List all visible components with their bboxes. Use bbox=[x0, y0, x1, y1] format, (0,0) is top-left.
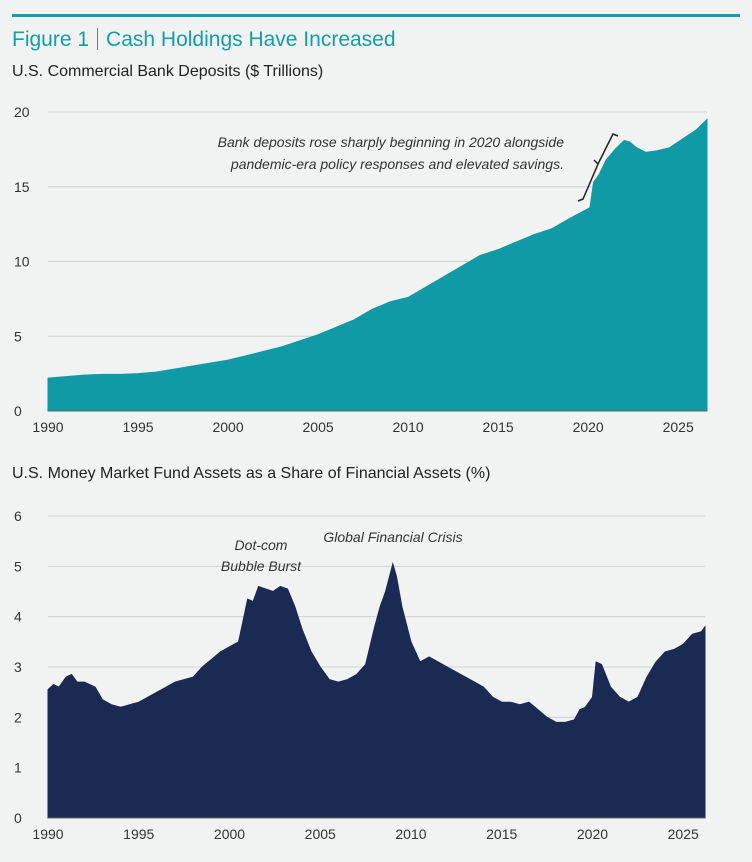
mmf-ytick-label: 6 bbox=[14, 508, 22, 524]
deposits-annotation-bracket bbox=[577, 133, 619, 202]
mmf-xtick-label: 1995 bbox=[123, 826, 154, 842]
deposits-annotation-line: Bank deposits rose sharply beginning in … bbox=[218, 134, 565, 150]
mmf-ytick-label: 0 bbox=[14, 810, 22, 826]
deposits-ytick-label: 5 bbox=[14, 328, 22, 344]
mmf-annotation-dotcom-line: Bubble Burst bbox=[221, 558, 302, 574]
mmf-annotation-dotcom-line: Dot-com bbox=[235, 537, 288, 553]
mmf-xtick-label: 2010 bbox=[395, 826, 426, 842]
figure-title-text: Cash Holdings Have Increased bbox=[106, 28, 396, 51]
deposits-chart: 0 5 10 15 20 1990 1995 2000 2005 2010 2015 2020 2025… bbox=[14, 104, 708, 435]
deposits-annotation-line: pandemic-era policy responses and elevat… bbox=[230, 156, 564, 172]
mmf-ytick-label: 2 bbox=[14, 709, 22, 725]
mmf-ytick-label: 5 bbox=[14, 558, 22, 574]
deposits-xtick-label: 2010 bbox=[393, 419, 424, 435]
mmf-ytick-label: 3 bbox=[14, 659, 22, 675]
deposits-xtick-label: 2020 bbox=[573, 419, 604, 435]
deposits-ytick-label: 15 bbox=[14, 179, 30, 195]
mmf-series-area bbox=[47, 561, 706, 819]
mmf-ytick-label: 1 bbox=[14, 760, 22, 776]
deposits-ytick-label: 0 bbox=[14, 403, 22, 419]
deposits-chart-title: U.S. Commercial Bank Deposits ($ Trillio… bbox=[12, 63, 324, 80]
deposits-series-area bbox=[47, 118, 708, 412]
deposits-ytick-label: 10 bbox=[14, 254, 30, 270]
mmf-chart: 0 1 2 3 4 5 6 1990 1995 2000 2005 2010 2015 2020 2025 D… bbox=[14, 508, 706, 842]
deposits-xtick-label: 2005 bbox=[303, 419, 334, 435]
deposits-xtick-label: 1995 bbox=[122, 419, 153, 435]
deposits-ytick-label: 20 bbox=[14, 104, 30, 120]
mmf-xtick-label: 2015 bbox=[486, 826, 517, 842]
figure-label: Figure 1 bbox=[12, 28, 90, 51]
mmf-annotation-gfc: Global Financial Crisis bbox=[323, 529, 462, 545]
figure-title: Figure 1 Cash Holdings Have Increased bbox=[12, 28, 396, 52]
mmf-ytick-label: 4 bbox=[14, 609, 22, 625]
top-rule bbox=[12, 14, 740, 17]
deposits-xtick-label: 1990 bbox=[32, 419, 63, 435]
mmf-chart-title: U.S. Money Market Fund Assets as a Share… bbox=[12, 465, 491, 482]
title-separator bbox=[97, 28, 99, 50]
mmf-xtick-label: 2020 bbox=[577, 826, 608, 842]
deposits-xtick-label: 2000 bbox=[212, 419, 243, 435]
deposits-xtick-label: 2025 bbox=[663, 419, 694, 435]
mmf-xtick-label: 2025 bbox=[668, 826, 699, 842]
mmf-xtick-label: 2005 bbox=[305, 826, 336, 842]
mmf-xtick-label: 2000 bbox=[214, 826, 245, 842]
mmf-xtick-label: 1990 bbox=[32, 826, 63, 842]
deposits-xtick-label: 2015 bbox=[483, 419, 514, 435]
